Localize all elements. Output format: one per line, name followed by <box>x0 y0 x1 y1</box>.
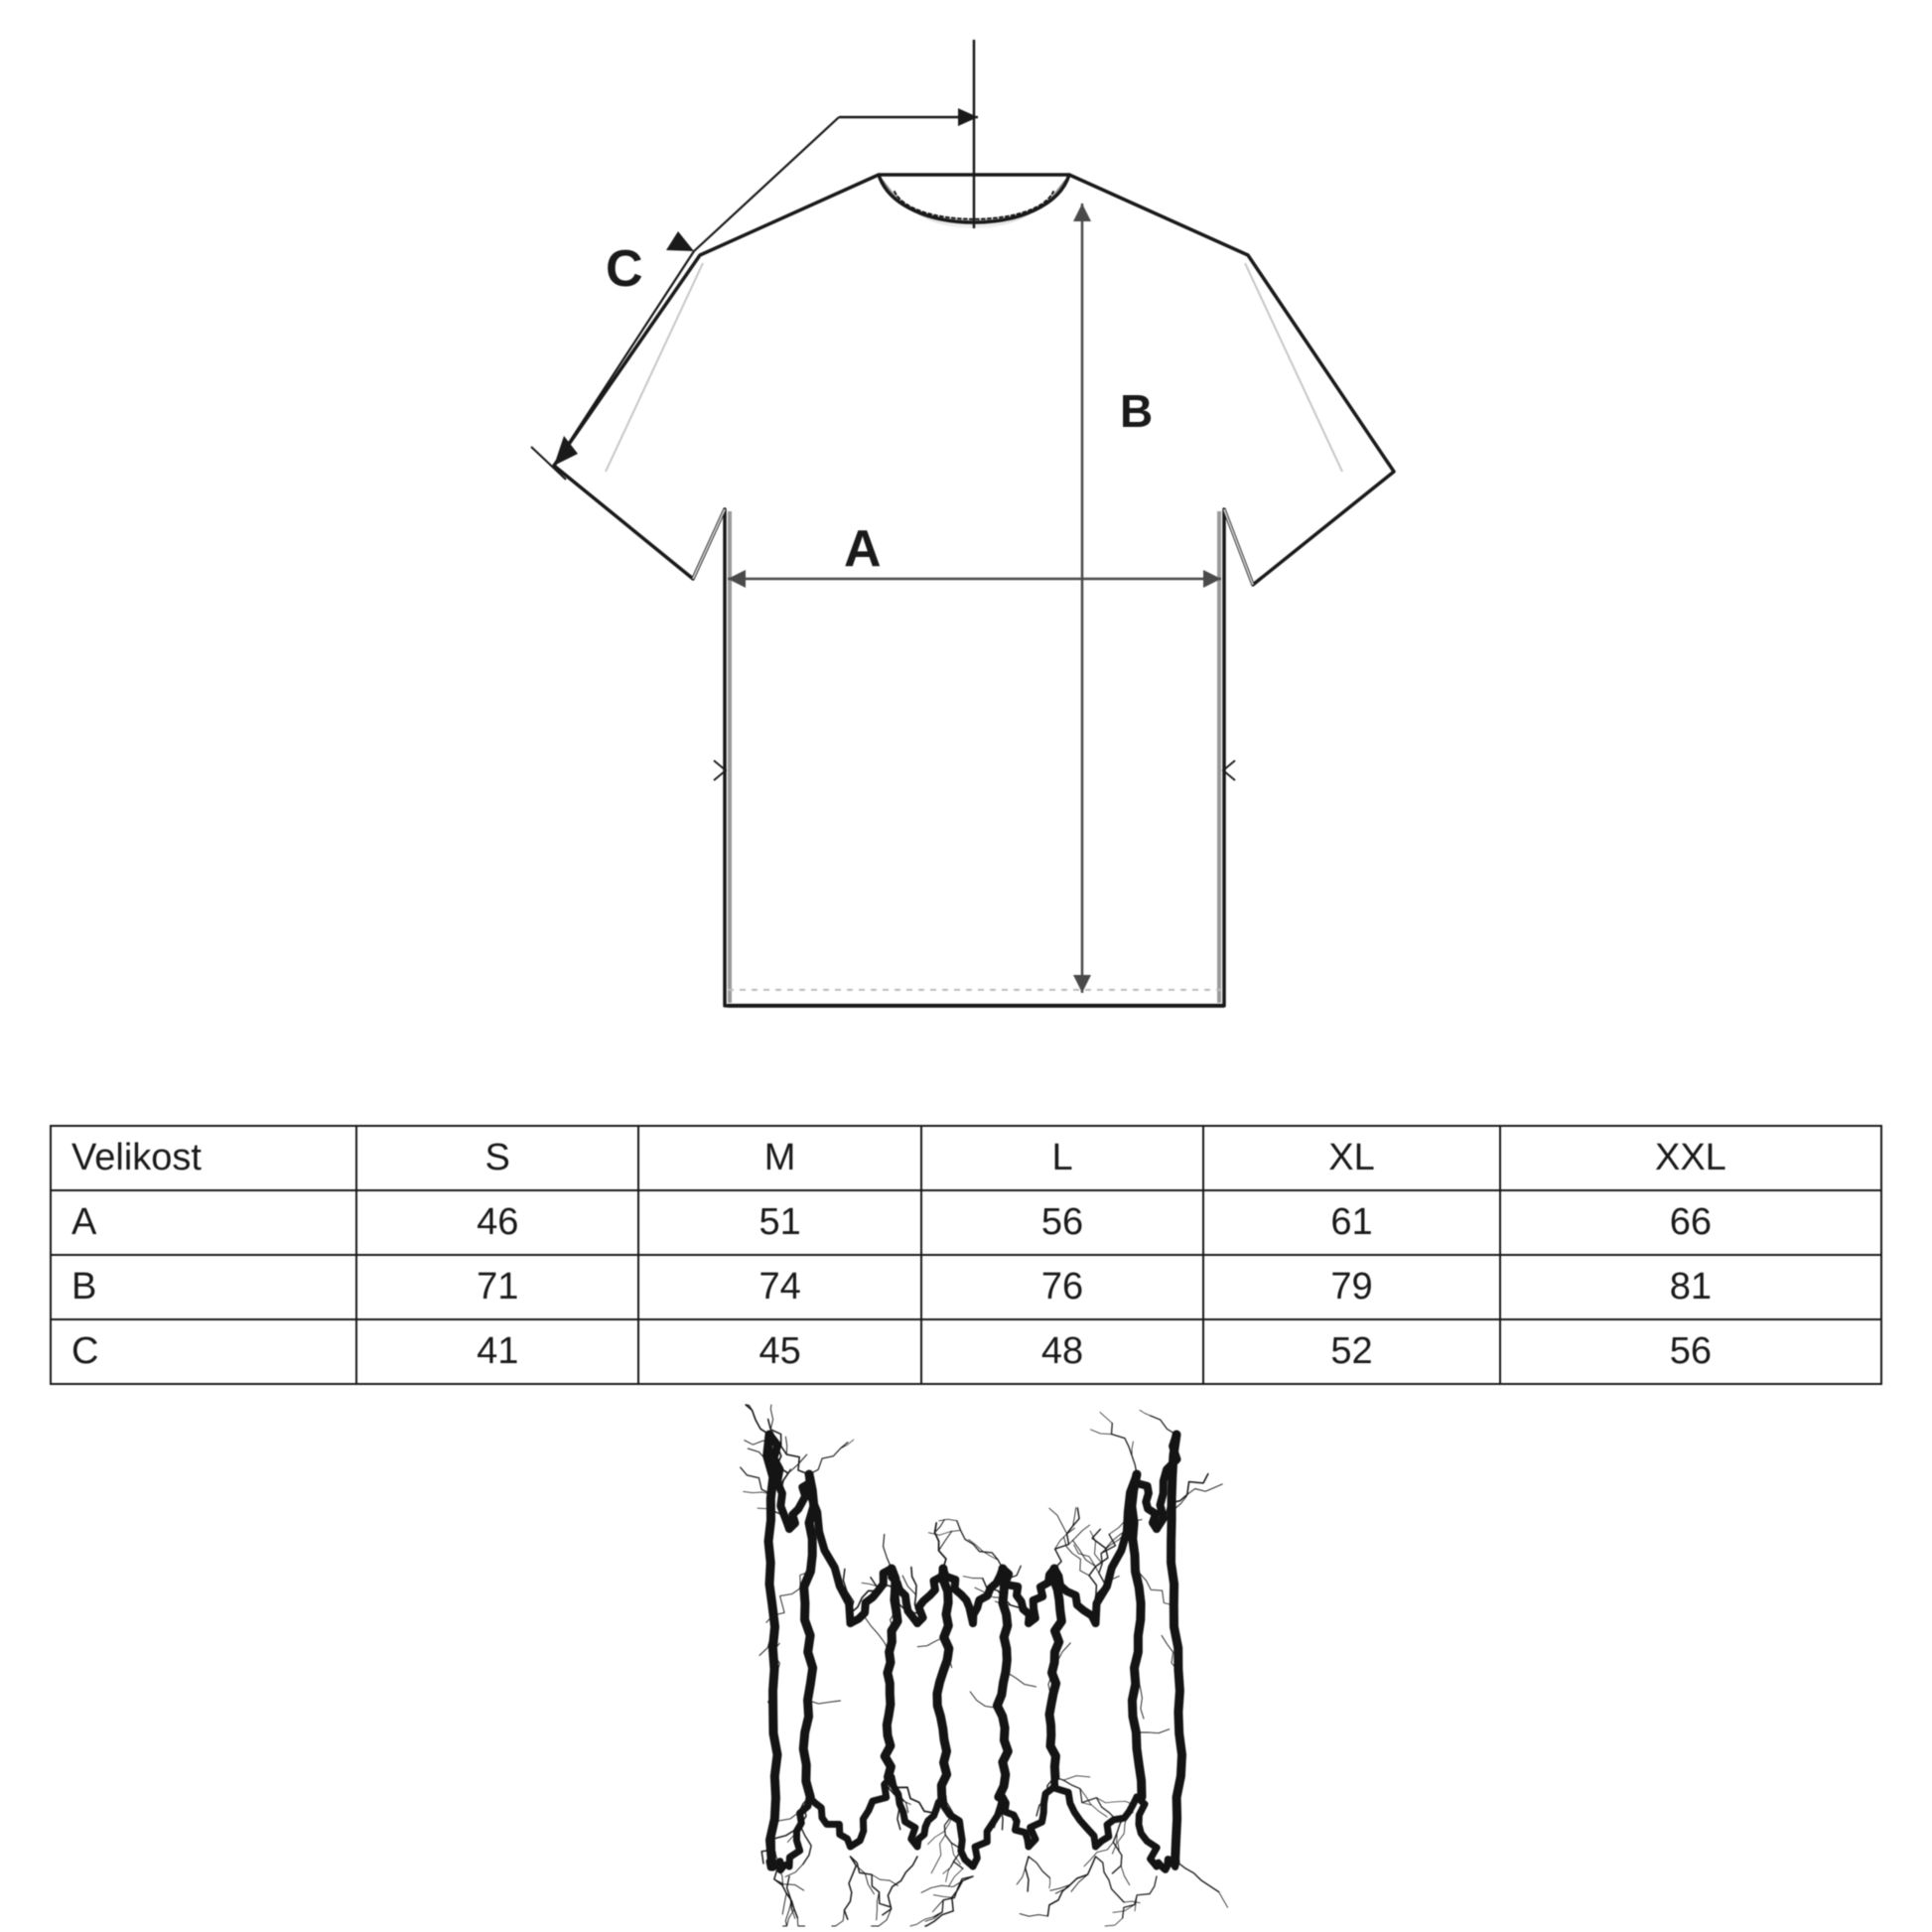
svg-text:C: C <box>606 240 643 298</box>
svg-text:A: A <box>844 520 882 578</box>
svg-text:B: B <box>1120 385 1153 437</box>
